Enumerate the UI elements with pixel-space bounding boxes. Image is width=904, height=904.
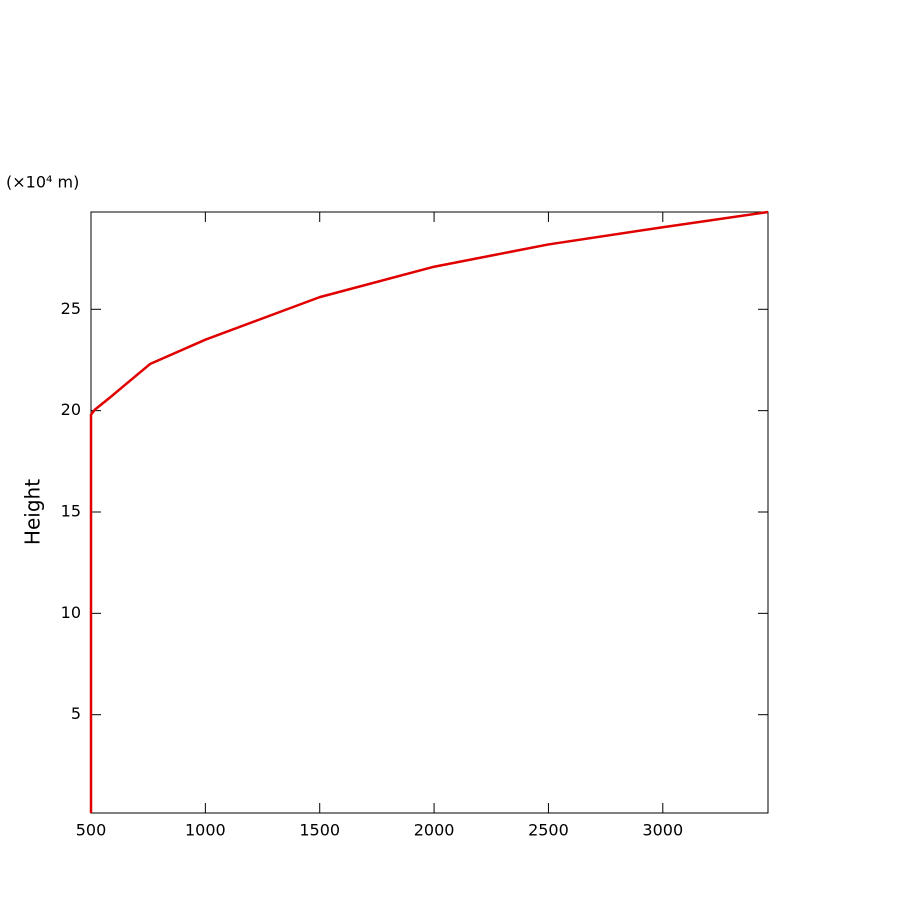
- y-tick-label: 15: [61, 501, 81, 520]
- y-tick-label: 5: [71, 704, 81, 723]
- y-tick-label: 20: [61, 400, 81, 419]
- x-tick-label: 2500: [528, 821, 569, 840]
- x-tick-label: 1000: [185, 821, 226, 840]
- x-tick-label: 2000: [414, 821, 455, 840]
- y-tick-label: 10: [61, 603, 81, 622]
- plot-frame: [90, 211, 769, 814]
- y-axis-label: Height: [21, 479, 45, 545]
- x-tick-label: 3000: [642, 821, 683, 840]
- x-tick-label: 1500: [299, 821, 340, 840]
- x-tick-label: 500: [76, 821, 107, 840]
- unit-label: (×10⁴ m): [6, 173, 79, 192]
- line-series: [89, 210, 769, 813]
- y-tick-label: 25: [61, 299, 81, 318]
